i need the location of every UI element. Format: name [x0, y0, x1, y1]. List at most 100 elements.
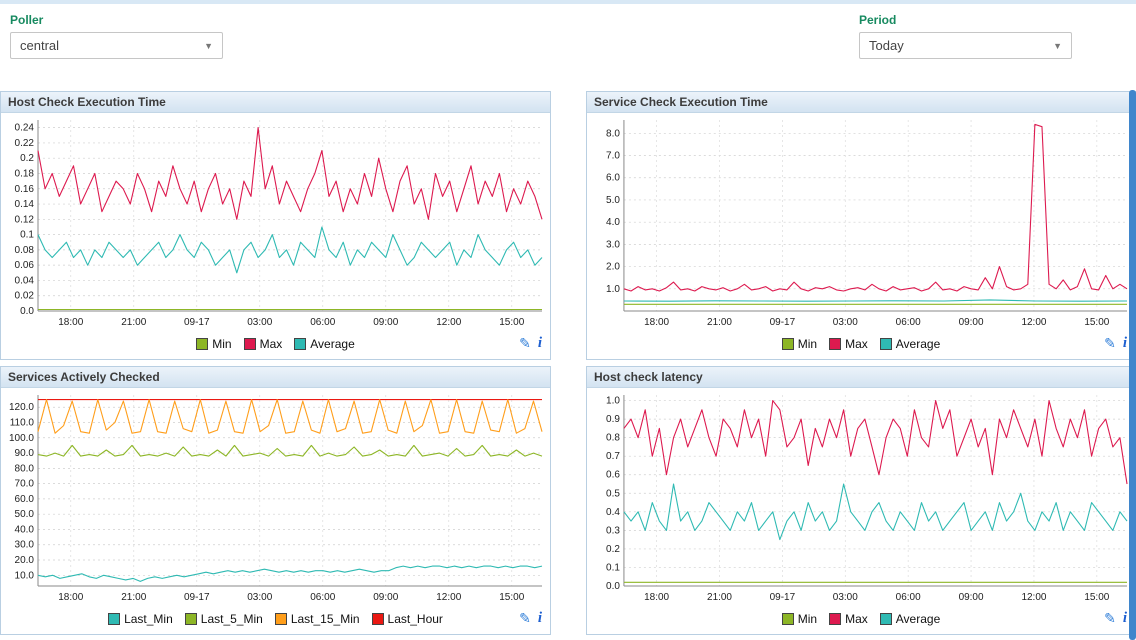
legend-item: Average: [294, 337, 355, 351]
chart-legend: Last_Min Last_5_Min Last_15_Min Last_Hour: [102, 612, 449, 630]
svg-text:15:00: 15:00: [1084, 592, 1109, 603]
legend-label: Min: [797, 611, 818, 626]
svg-text:80.0: 80.0: [15, 463, 35, 474]
svg-text:70.0: 70.0: [15, 479, 35, 490]
info-icon[interactable]: i: [1122, 610, 1127, 626]
svg-text:1.0: 1.0: [606, 284, 620, 295]
scrollbar[interactable]: [1129, 90, 1136, 640]
legend-label: Min: [212, 336, 232, 351]
svg-text:40.0: 40.0: [15, 524, 35, 535]
svg-text:0.0: 0.0: [20, 306, 34, 317]
line-chart: 10.0 20.0 30.0 40.0 50.0 60.0 70.0 80.0 90.0 100.…: [9, 395, 543, 603]
legend-swatch: [243, 337, 256, 350]
legend-swatch: [879, 337, 892, 350]
legend-label: Max: [845, 611, 868, 626]
legend-item: Max: [829, 612, 868, 626]
svg-text:0.02: 0.02: [15, 291, 35, 302]
svg-text:12:00: 12:00: [436, 592, 461, 603]
svg-text:0.2: 0.2: [20, 153, 34, 164]
legend-swatch: [829, 612, 842, 625]
panel-host-check-execution-time: Host Check Execution Time 0.0 0.02 0.04 0.0…: [0, 91, 551, 360]
svg-text:8.0: 8.0: [606, 128, 620, 139]
svg-text:0.16: 0.16: [15, 184, 35, 195]
legend-swatch: [196, 337, 209, 350]
period-selected-value: Today: [869, 38, 904, 53]
chart-title: Host check latency: [587, 367, 1135, 388]
poller-filter-group: Poller central ▼: [10, 13, 223, 59]
legend-swatch: [371, 612, 384, 625]
svg-text:18:00: 18:00: [644, 592, 669, 603]
legend-label: Last_Min: [124, 611, 173, 626]
panel-host-check-latency: Host check latency 0.0 0.1 0.2 0.3 0.4 0.5 0.6…: [586, 366, 1136, 635]
legend-item: Min: [781, 611, 818, 626]
poller-selected-value: central: [20, 38, 60, 53]
svg-text:21:00: 21:00: [707, 592, 732, 603]
svg-text:15:00: 15:00: [499, 317, 524, 328]
info-icon[interactable]: i: [1122, 335, 1127, 351]
chart-title: Services Actively Checked: [1, 367, 550, 388]
svg-text:21:00: 21:00: [707, 317, 732, 328]
svg-text:50.0: 50.0: [15, 509, 35, 520]
legend-swatch: [274, 612, 287, 625]
legend-item: Min: [196, 336, 232, 351]
line-chart: 0.0 0.02 0.04 0.06 0.08 0.1 0.12 0.14 0.16 0.18 0.…: [15, 120, 543, 328]
legend-label: Last_15_Min: [290, 611, 360, 626]
legend-item: Last_Min: [108, 612, 173, 626]
svg-text:09-17: 09-17: [770, 592, 796, 603]
svg-text:12:00: 12:00: [436, 317, 461, 328]
chart-actions: ✎ i: [1104, 610, 1127, 627]
svg-text:12:00: 12:00: [1021, 317, 1046, 328]
legend-label: Average: [895, 611, 941, 626]
svg-text:0.6: 0.6: [606, 470, 620, 481]
legend-item: Last_5_Min: [184, 611, 263, 626]
chart-actions: ✎ i: [519, 610, 542, 627]
legend-label: Max: [259, 336, 283, 351]
legend-swatch: [829, 337, 842, 350]
svg-text:90.0: 90.0: [15, 448, 35, 459]
poller-select[interactable]: central ▼: [10, 32, 223, 59]
svg-text:06:00: 06:00: [896, 317, 921, 328]
legend-swatch: [781, 337, 794, 350]
chevron-down-icon: ▼: [1053, 40, 1062, 51]
svg-text:0.04: 0.04: [15, 275, 35, 286]
chart-footer: Last_Min Last_5_Min Last_15_Min Last_Hour ✎…: [1, 608, 550, 633]
info-icon[interactable]: i: [537, 610, 542, 626]
svg-text:09:00: 09:00: [959, 592, 984, 603]
chart-legend: Min Max Average: [776, 612, 947, 630]
filter-bar: Poller central ▼ Period Today ▼: [0, 4, 1136, 69]
period-select[interactable]: Today ▼: [859, 32, 1072, 59]
svg-text:15:00: 15:00: [1084, 317, 1109, 328]
info-icon[interactable]: i: [537, 335, 542, 351]
top-band: [0, 0, 1136, 4]
legend-label: Last_5_Min: [200, 611, 263, 626]
svg-text:15:00: 15:00: [499, 592, 524, 603]
edit-icon[interactable]: ✎: [519, 610, 531, 626]
svg-text:0.3: 0.3: [606, 525, 620, 536]
svg-text:0.9: 0.9: [606, 414, 620, 425]
line-chart: 0.0 0.1 0.2 0.3 0.4 0.5 0.6 0.7 0.8 0.9 1.0 18:00 21…: [606, 395, 1128, 603]
svg-text:0.2: 0.2: [606, 544, 620, 555]
svg-text:03:00: 03:00: [833, 317, 858, 328]
svg-text:0.7: 0.7: [606, 451, 620, 462]
svg-text:21:00: 21:00: [121, 592, 146, 603]
svg-text:09-17: 09-17: [184, 592, 210, 603]
legend-label: Min: [797, 336, 818, 351]
svg-text:30.0: 30.0: [15, 540, 35, 551]
legend-label: Max: [845, 336, 868, 351]
svg-text:09-17: 09-17: [184, 317, 210, 328]
legend-swatch: [781, 612, 794, 625]
legend-item: Last_15_Min: [274, 611, 360, 626]
legend-label: Last_Hour: [387, 611, 443, 626]
svg-text:09-17: 09-17: [770, 317, 796, 328]
legend-item: Min: [781, 336, 818, 351]
svg-text:2.0: 2.0: [606, 262, 620, 273]
edit-icon[interactable]: ✎: [1104, 335, 1116, 351]
legend-swatch: [294, 337, 307, 350]
edit-icon[interactable]: ✎: [1104, 610, 1116, 626]
edit-icon[interactable]: ✎: [519, 335, 531, 351]
legend-item: Max: [243, 336, 283, 351]
svg-text:18:00: 18:00: [58, 592, 83, 603]
svg-text:0.22: 0.22: [15, 138, 35, 149]
svg-text:09:00: 09:00: [373, 317, 398, 328]
legend-item: Last_Hour: [371, 611, 443, 626]
